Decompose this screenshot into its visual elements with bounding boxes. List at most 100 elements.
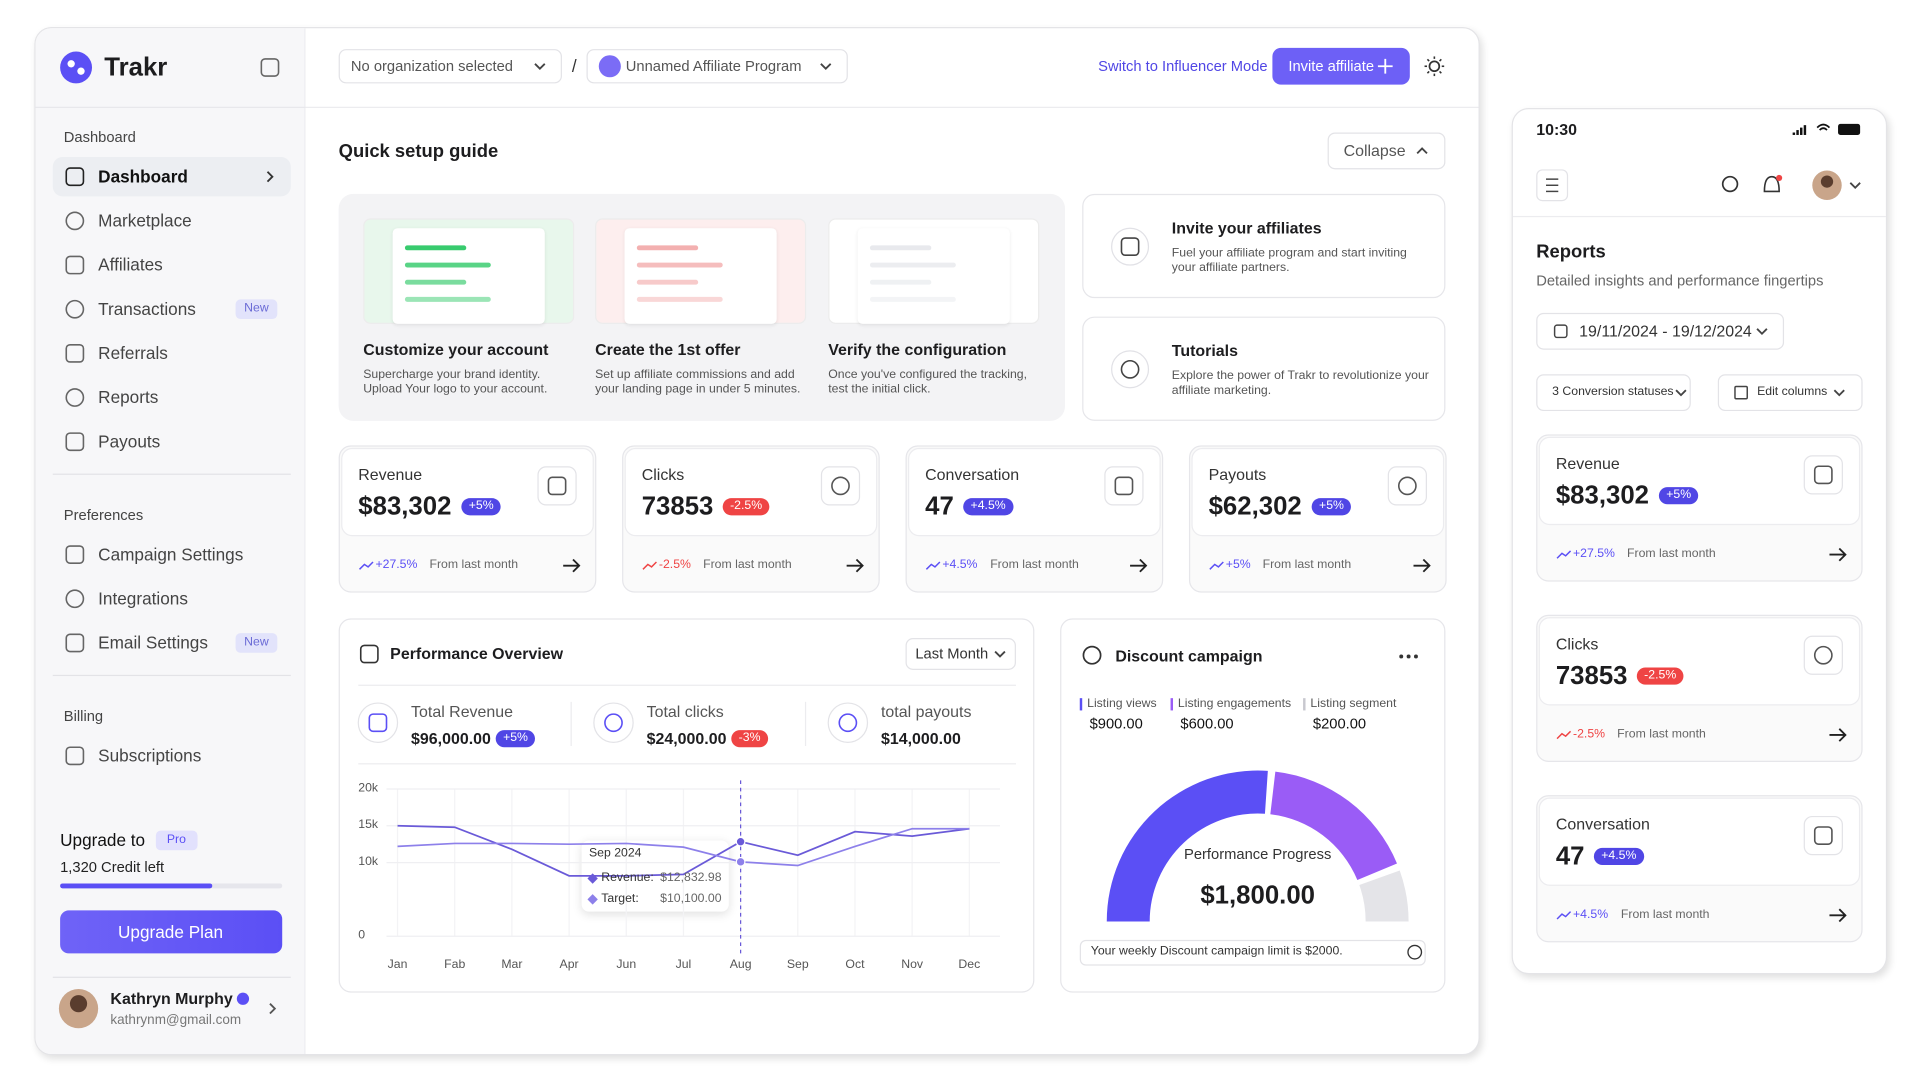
- badge: New: [235, 633, 278, 653]
- tooltip-label: Target:: [601, 892, 639, 906]
- thumbnail-bar: [869, 262, 956, 268]
- date-range-select[interactable]: [1536, 312, 1785, 350]
- nav-item[interactable]: Referrals: [98, 343, 168, 363]
- search-icon: [1721, 175, 1739, 193]
- icon: [1120, 237, 1140, 257]
- nav-item[interactable]: Campaign Settings: [98, 544, 244, 564]
- icon: [65, 343, 85, 363]
- program-select-label[interactable]: Unnamed Affiliate Program: [625, 57, 802, 75]
- signal-bar: [1803, 125, 1807, 135]
- nav-item[interactable]: Affiliates: [98, 254, 163, 275]
- menu-button[interactable]: [1536, 169, 1569, 202]
- edit-columns-button[interactable]: [1717, 374, 1863, 412]
- nav-item[interactable]: Payouts: [98, 431, 161, 452]
- collapse-button[interactable]: [1327, 132, 1446, 170]
- change-badge: +5%: [495, 730, 536, 748]
- edit-columns-label[interactable]: Edit columns: [1757, 385, 1828, 399]
- card-title[interactable]: Tutorials: [1171, 341, 1238, 360]
- stat-value: 73853: [1555, 661, 1628, 691]
- chevron: [1675, 389, 1687, 397]
- period-label[interactable]: Last Month: [915, 645, 989, 663]
- x-tick-label: Sep: [786, 958, 809, 972]
- active-item[interactable]: [52, 157, 291, 197]
- date-range-label[interactable]: 19/11/2024 - 19/12/2024: [1579, 321, 1752, 341]
- trend-value: +4.5%: [942, 558, 978, 572]
- nav-item[interactable]: Marketplace: [98, 210, 192, 231]
- legend-label: Listing segment: [1310, 696, 1397, 711]
- arrow-icon: [1829, 908, 1847, 923]
- section-title: Preferences: [63, 506, 144, 524]
- kpi-separator: [570, 701, 572, 747]
- panel-divider: [358, 763, 1016, 765]
- invite-button-label[interactable]: Invite affiliate: [1288, 57, 1375, 75]
- x-tick-label: Jun: [616, 958, 637, 972]
- stat-icon-box: [1387, 466, 1428, 506]
- stat-value: $83,302: [358, 492, 452, 521]
- step-title[interactable]: Create the 1st offer: [595, 340, 741, 359]
- trend-value: +4.5%: [1573, 907, 1609, 922]
- legend-swatch: [1303, 698, 1306, 711]
- kpi-value: $24,000.00: [646, 729, 727, 748]
- org-select[interactable]: [338, 49, 562, 84]
- card-title[interactable]: Invite your affiliates: [1171, 218, 1322, 238]
- nav-item[interactable]: Transactions: [98, 298, 196, 319]
- step-title[interactable]: Customize your account: [363, 340, 549, 359]
- icon: [1120, 359, 1140, 379]
- program-select[interactable]: [586, 49, 848, 84]
- icon: [1813, 645, 1833, 665]
- filter-label[interactable]: 3 Conversion statuses: [1552, 385, 1674, 399]
- step-title[interactable]: Verify the configuration: [828, 340, 1007, 359]
- kpi-value: $14,000.00: [880, 729, 961, 748]
- page-subtitle: Detailed insights and performance finger…: [1536, 272, 1824, 290]
- change-badge: +4.5%: [1593, 847, 1644, 866]
- stat-card-top: [341, 447, 594, 537]
- topbar-divider: [305, 106, 1479, 108]
- legend-swatch: [1170, 698, 1174, 711]
- collapse-label[interactable]: Collapse: [1343, 141, 1406, 160]
- nav-item[interactable]: Integrations: [98, 588, 188, 609]
- calendar-icon: [1553, 324, 1568, 339]
- nav-item[interactable]: Email Settings: [98, 632, 208, 653]
- trend-icon: [1556, 730, 1572, 740]
- section-title: Quick setup guide: [338, 141, 499, 162]
- upgrade-title: Upgrade to: [60, 830, 146, 850]
- hover-point: [735, 856, 746, 867]
- gauge-segment: [1359, 870, 1409, 922]
- icon: [831, 476, 850, 496]
- section-divider: [52, 473, 291, 475]
- gauge-label: Performance Progress: [1184, 845, 1332, 863]
- user-name: Kathryn Murphy: [110, 989, 233, 1008]
- icon: [65, 211, 85, 231]
- stat-value: $83,302: [1555, 481, 1649, 510]
- arrow-icon: [1829, 728, 1847, 742]
- period-select[interactable]: [905, 638, 1016, 670]
- filter-select[interactable]: [1536, 374, 1691, 412]
- nav-item[interactable]: Reports: [98, 387, 159, 407]
- upgrade-button[interactable]: [60, 910, 283, 954]
- separator: /: [571, 55, 577, 76]
- nav-item[interactable]: Subscriptions: [98, 745, 202, 766]
- x-tick-label: Mar: [501, 958, 523, 972]
- switch-mode-link[interactable]: Switch to Influencer Mode: [1098, 57, 1268, 75]
- icon: [65, 299, 85, 319]
- org-select-label[interactable]: No organization selected: [350, 57, 514, 75]
- change-badge: -3%: [731, 730, 768, 748]
- x-tick-label: Aug: [729, 958, 752, 972]
- card-icon: [1111, 350, 1150, 389]
- panel-icon: [1082, 645, 1102, 665]
- step-description: Supercharge your brand identity. Upload …: [363, 368, 548, 397]
- logo: [60, 51, 93, 84]
- change-badge: -2.5%: [722, 498, 770, 516]
- upgrade-button-label[interactable]: Upgrade Plan: [118, 922, 224, 942]
- legend-label: Listing views: [1087, 696, 1157, 711]
- stat-label: Payouts: [1208, 465, 1267, 484]
- nav-item[interactable]: Dashboard: [98, 166, 188, 187]
- stat-icon-box: [1104, 466, 1144, 506]
- brand: Trakr: [104, 53, 168, 82]
- legend-value: $600.00: [1180, 715, 1234, 733]
- plus-icon: [1377, 58, 1393, 74]
- trend-icon: [358, 561, 374, 570]
- x-tick-label: Apr: [559, 958, 579, 972]
- trend-note: From last month: [429, 558, 519, 572]
